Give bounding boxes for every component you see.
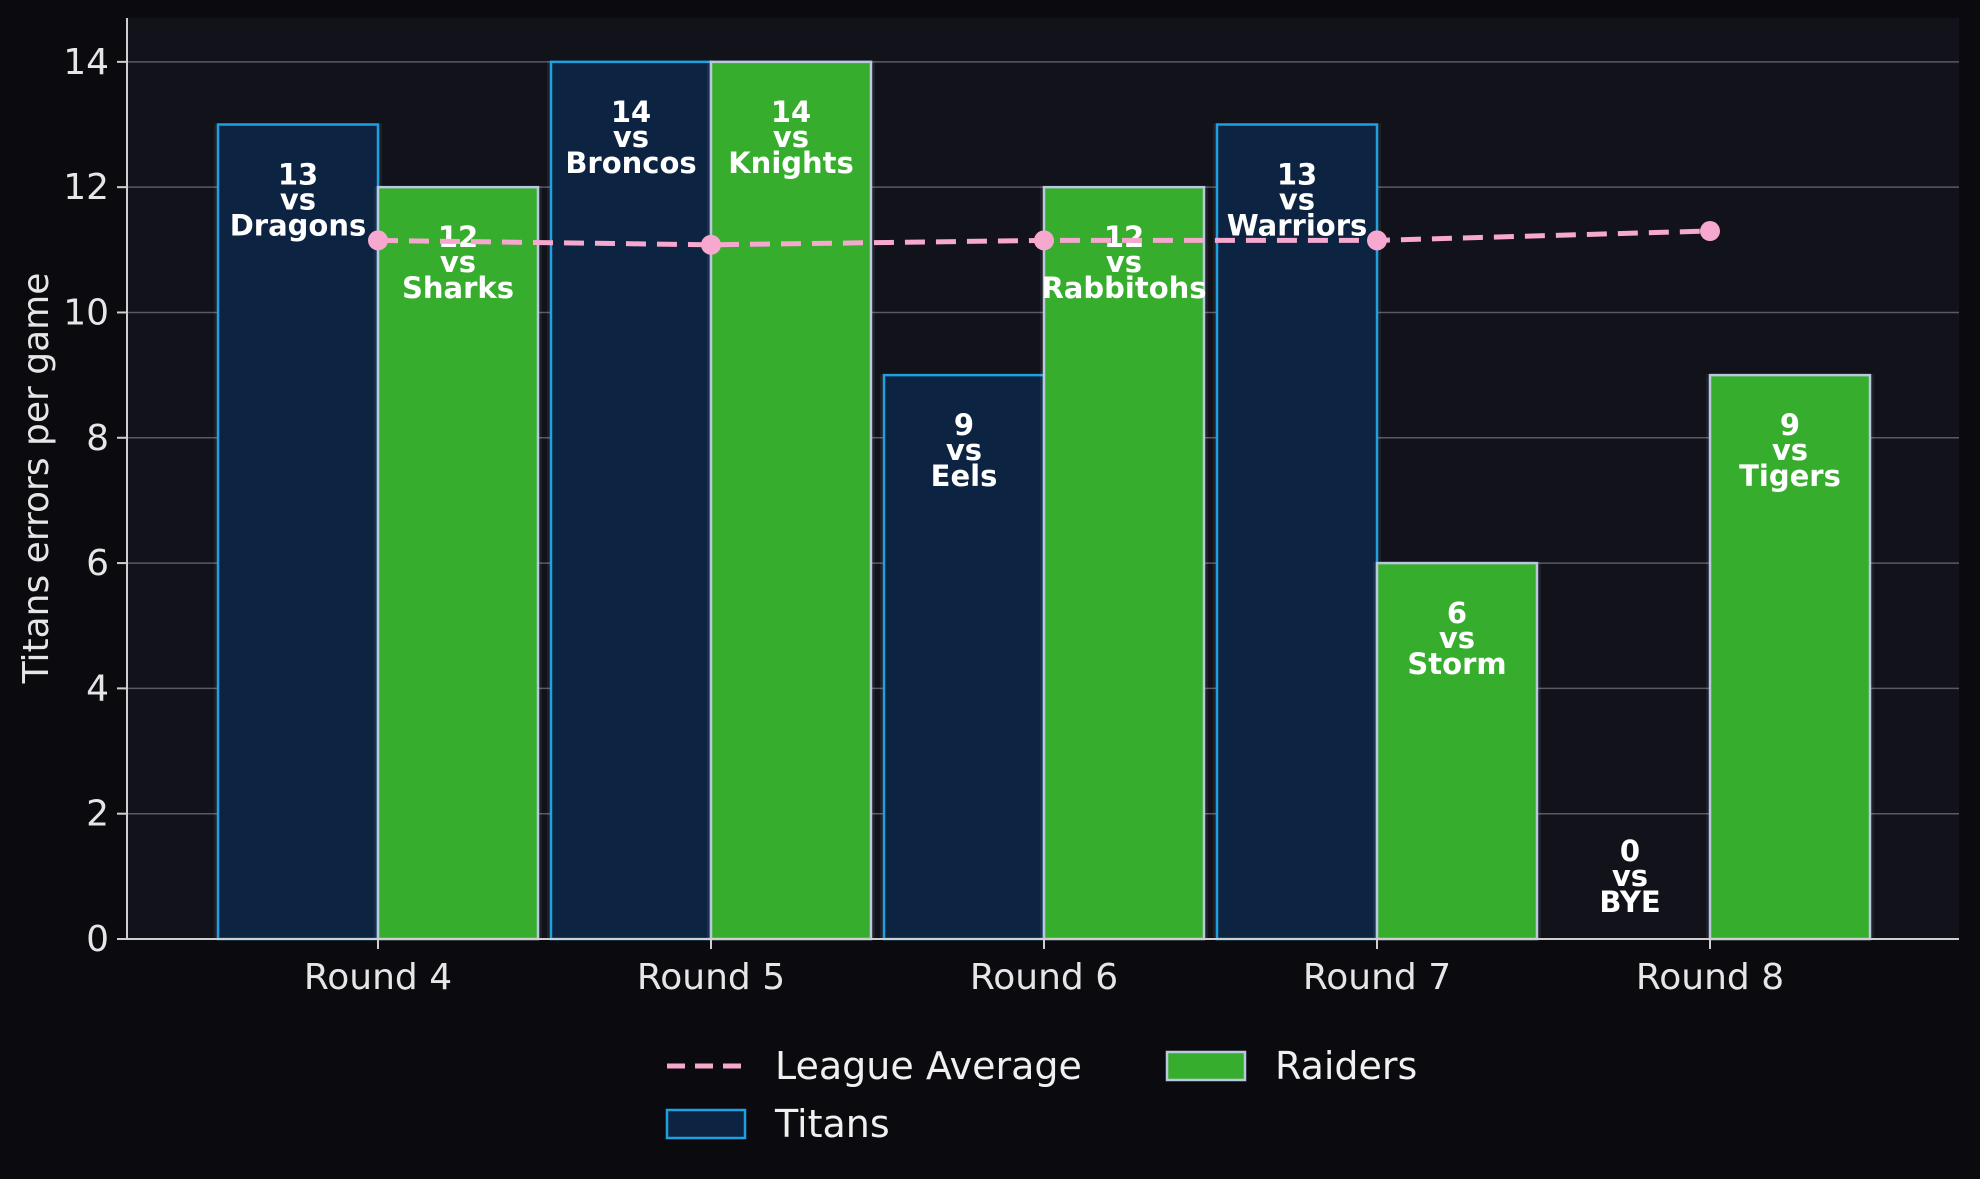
bar-opponent-label: Storm <box>1407 647 1506 681</box>
raiders-bar <box>1708 373 1872 941</box>
bar-value-label: 12 <box>1104 220 1144 254</box>
raiders-bar <box>1042 185 1206 941</box>
bar-value-label: 13 <box>1277 158 1317 192</box>
y-tick-label: 2 <box>86 794 109 835</box>
bar-vs-label: vs <box>1106 245 1142 279</box>
raiders-bar <box>1375 561 1539 941</box>
x-tick-labels: Round 4 Round 5 Round 6 Round 7 Round 8 <box>304 957 1784 998</box>
bar-vs-label: vs <box>613 120 649 154</box>
bar-value-label: 0 <box>1620 834 1640 868</box>
bar-opponent-label: Broncos <box>565 146 696 180</box>
x-tick-label: Round 6 <box>970 957 1118 998</box>
legend: League Average Titans Raiders <box>665 1044 1417 1146</box>
x-tick-label: Round 8 <box>1636 957 1784 998</box>
y-tick-label: 12 <box>63 167 109 208</box>
bars <box>214 60 1874 941</box>
legend-label: Raiders <box>1275 1044 1417 1088</box>
y-tick-label: 8 <box>86 418 109 459</box>
bar-vs-label: vs <box>1439 621 1475 655</box>
bar-vs-label: vs <box>1772 433 1808 467</box>
bar-vs-label: vs <box>440 245 476 279</box>
bar-value-label: 12 <box>438 220 478 254</box>
bar-vs-label: vs <box>946 433 982 467</box>
bar-value-label: 9 <box>1780 408 1800 442</box>
raiders-bar <box>376 185 540 941</box>
titans-bar <box>549 60 713 941</box>
y-tick-label: 4 <box>86 668 109 709</box>
bar-opponent-label: BYE <box>1599 885 1660 919</box>
bar-opponent-label: Rabbitohs <box>1041 271 1206 305</box>
bar-vs-label: vs <box>280 183 316 217</box>
bar-vs-label: vs <box>1612 859 1648 893</box>
league-average-point <box>368 230 388 251</box>
x-tick-label: Round 5 <box>637 957 785 998</box>
y-tick-label: 6 <box>86 543 109 584</box>
y-tick-label: 0 <box>86 919 109 960</box>
legend-label: League Average <box>775 1044 1082 1088</box>
bar-value-label: 6 <box>1447 596 1467 630</box>
bar-opponent-label: Knights <box>728 146 854 180</box>
x-tick-label: Round 4 <box>304 957 452 998</box>
bar-value-label: 14 <box>771 95 811 129</box>
titans-bar <box>216 123 380 941</box>
bar-labels: 13vsDragons14vsBroncos9vsEels13vsWarrior… <box>230 95 1841 919</box>
x-tick-label: Round 7 <box>1303 957 1451 998</box>
legend-label: Titans <box>774 1102 890 1146</box>
bar-opponent-label: Sharks <box>402 271 514 305</box>
bar-opponent-label: Warriors <box>1227 209 1368 243</box>
league-average-point <box>1367 230 1387 251</box>
bar-opponent-label: Tigers <box>1739 459 1841 493</box>
league-average-line <box>368 221 1720 255</box>
bar-vs-label: vs <box>773 120 809 154</box>
y-axis-title: Titans errors per game <box>16 273 57 685</box>
bar-opponent-label: Dragons <box>230 209 367 243</box>
y-tick-label: 10 <box>63 292 109 333</box>
bar-opponent-label: Eels <box>931 459 998 493</box>
titans-bar <box>1215 123 1379 941</box>
raiders-bar <box>709 60 873 941</box>
bar-value-label: 13 <box>278 158 318 192</box>
league-average-point <box>1700 221 1720 242</box>
legend-swatch-raiders <box>1165 1050 1247 1082</box>
legend-swatch-titans <box>665 1108 747 1140</box>
y-tick-label: 14 <box>63 42 109 83</box>
bar-value-label: 14 <box>611 95 651 129</box>
league-average-point <box>1034 230 1054 251</box>
bar-value-label: 9 <box>954 408 974 442</box>
y-tick-labels: 0 2 4 6 8 10 12 14 <box>63 42 109 960</box>
titans-bar <box>882 373 1046 941</box>
bar-vs-label: vs <box>1279 183 1315 217</box>
axes <box>117 18 1959 949</box>
league-average-point <box>701 234 721 255</box>
